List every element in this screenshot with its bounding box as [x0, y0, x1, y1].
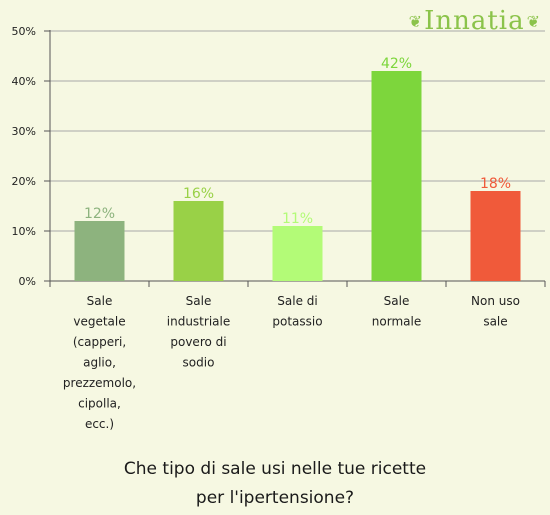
x-category-label: Non uso sale [471, 294, 520, 329]
x-category-label-line: sale [483, 315, 507, 329]
x-category-label: Sale industriale povero di sodio [167, 294, 230, 370]
x-category-label-line: normale [372, 315, 421, 329]
x-category-label-line: Non uso [471, 294, 520, 308]
y-tick-label: 0% [19, 275, 36, 288]
y-tick-label: 20% [12, 175, 36, 188]
x-category-label-line: vegetale [73, 315, 125, 329]
y-tick-label: 40% [12, 75, 36, 88]
x-category-label-line: prezzemolo, [63, 376, 136, 390]
leaf-left-icon: ❦ [408, 11, 423, 31]
bar-value-label: 16% [183, 186, 214, 202]
y-tick-label: 30% [12, 125, 36, 138]
x-category-label-line: sodio [183, 356, 215, 370]
x-category-label-line: Sale [186, 294, 212, 308]
x-category-label-line: Sale [384, 294, 410, 308]
bar [173, 201, 224, 281]
chart-title-line-2: per l'ipertensione? [195, 488, 355, 508]
x-category-label-line: Sale di [277, 294, 317, 308]
x-category-label: Sale normale [372, 294, 421, 329]
y-tick-label: 50% [12, 25, 36, 38]
innatia-logo: ❦ Innatia ❦ [409, 4, 540, 38]
x-category-label: Sale vegetale (capperi, aglio, prezzemolo, ci… [63, 294, 136, 431]
chart-title-line-1: Che tipo di sale usi nelle tue ricette [123, 459, 427, 479]
leaf-right-icon: ❦ [526, 11, 540, 31]
bar [470, 191, 521, 281]
x-category-label-line: (capperi, [73, 335, 126, 349]
x-category-label-line: potassio [272, 315, 322, 329]
bar [272, 226, 323, 281]
x-category-label-line: ecc.) [85, 417, 114, 431]
bar-value-label: 12% [84, 206, 115, 222]
x-category-label-line: cipolla, [78, 397, 121, 411]
x-category-label: Sale di potassio [272, 294, 322, 329]
bar-value-label: 11% [282, 211, 313, 227]
bar-value-label: 42% [381, 56, 412, 72]
x-category-label-line: industriale [167, 315, 230, 329]
x-category-label-line: aglio, [83, 356, 116, 370]
bar-value-label: 18% [480, 176, 511, 192]
chart-title: Che tipo di sale usi nelle tue ricette p… [0, 455, 550, 513]
x-category-label-line: Sale [87, 294, 113, 308]
x-category-label-line: povero di [170, 335, 226, 349]
bar [74, 221, 125, 281]
logo-text: Innatia [424, 6, 525, 36]
y-tick-label: 10% [12, 225, 36, 238]
bar [371, 71, 422, 281]
